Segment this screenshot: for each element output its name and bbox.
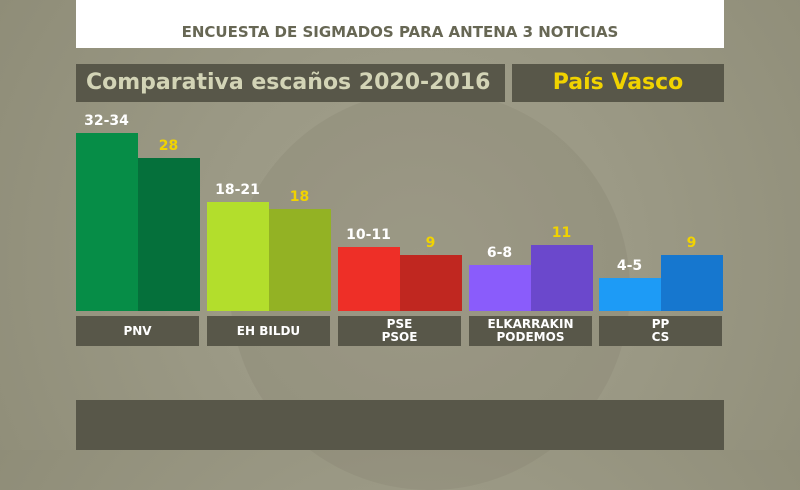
bar-2016: [400, 255, 462, 311]
data-label-2020: 6-8: [486, 245, 513, 262]
bar-2020: [469, 265, 531, 311]
chart-subtitle: Comparativa escaños 2020-2016: [76, 64, 505, 102]
data-label-2016: 9: [686, 235, 697, 252]
category-label: PSE PSOE: [338, 316, 461, 346]
category-label: ELKARRAKIN PODEMOS: [469, 316, 592, 346]
data-label-2016: 11: [551, 224, 572, 241]
data-label-2020: 32-34: [84, 112, 129, 129]
data-label-2016: 28: [158, 138, 179, 155]
bar-2020: [338, 247, 400, 311]
bottom-panel: [76, 400, 724, 450]
data-label-2020: 18-21: [215, 181, 260, 198]
bar-2016: [531, 244, 593, 311]
bar-2016: [661, 255, 723, 311]
page-title: ENCUESTA DE SIGMADOS PARA ANTENA 3 NOTIC…: [76, 0, 724, 48]
category-label: EH BILDU: [207, 316, 330, 346]
bar-2016: [138, 158, 200, 311]
region-label: País Vasco: [512, 64, 724, 102]
bar-2020: [207, 201, 269, 311]
data-label-2020: 10-11: [346, 227, 391, 244]
bar-2016: [269, 209, 331, 311]
bar-2020: [76, 132, 138, 311]
data-label-2020: 4-5: [616, 258, 643, 275]
data-label-2016: 9: [425, 235, 436, 252]
data-label-2016: 18: [289, 189, 310, 206]
bar-2020: [599, 278, 661, 311]
category-label: PNV: [76, 316, 199, 346]
category-label: PP CS: [599, 316, 722, 346]
